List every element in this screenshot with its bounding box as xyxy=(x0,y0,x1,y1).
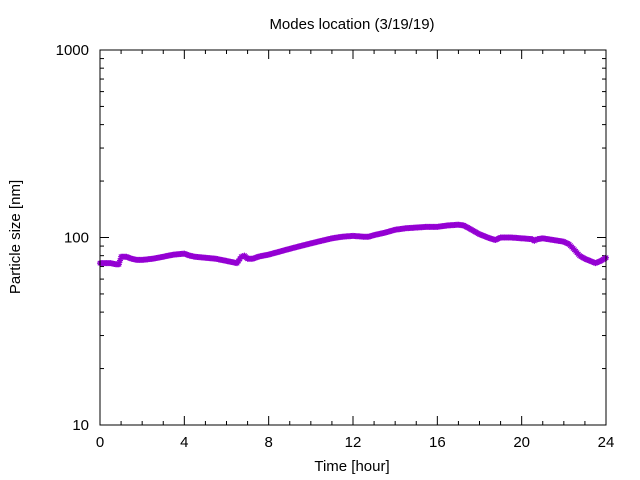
x-tick-label: 16 xyxy=(429,434,446,451)
data-point xyxy=(117,257,124,264)
x-tick-label: 12 xyxy=(345,434,362,451)
y-tick-label: 1000 xyxy=(56,42,89,59)
y-axis-label: Particle size [nm] xyxy=(7,180,24,294)
x-tick-label: 4 xyxy=(180,434,188,451)
data-points xyxy=(97,221,609,268)
axis-tick-labels: 0 4 8 12 16 20 24 10 100 1000 xyxy=(56,42,615,451)
y-tick-label: 10 xyxy=(72,417,89,434)
data-point xyxy=(115,261,122,268)
chart-title: Modes location (3/19/19) xyxy=(269,16,434,33)
x-tick-label: 20 xyxy=(513,434,530,451)
plot-frame xyxy=(99,49,607,426)
x-axis-label: Time [hour] xyxy=(314,458,389,475)
y-tick-label: 100 xyxy=(64,230,89,247)
x-tick-label: 0 xyxy=(96,434,104,451)
x-tick-label: 24 xyxy=(598,434,615,451)
x-tick-label: 8 xyxy=(264,434,272,451)
